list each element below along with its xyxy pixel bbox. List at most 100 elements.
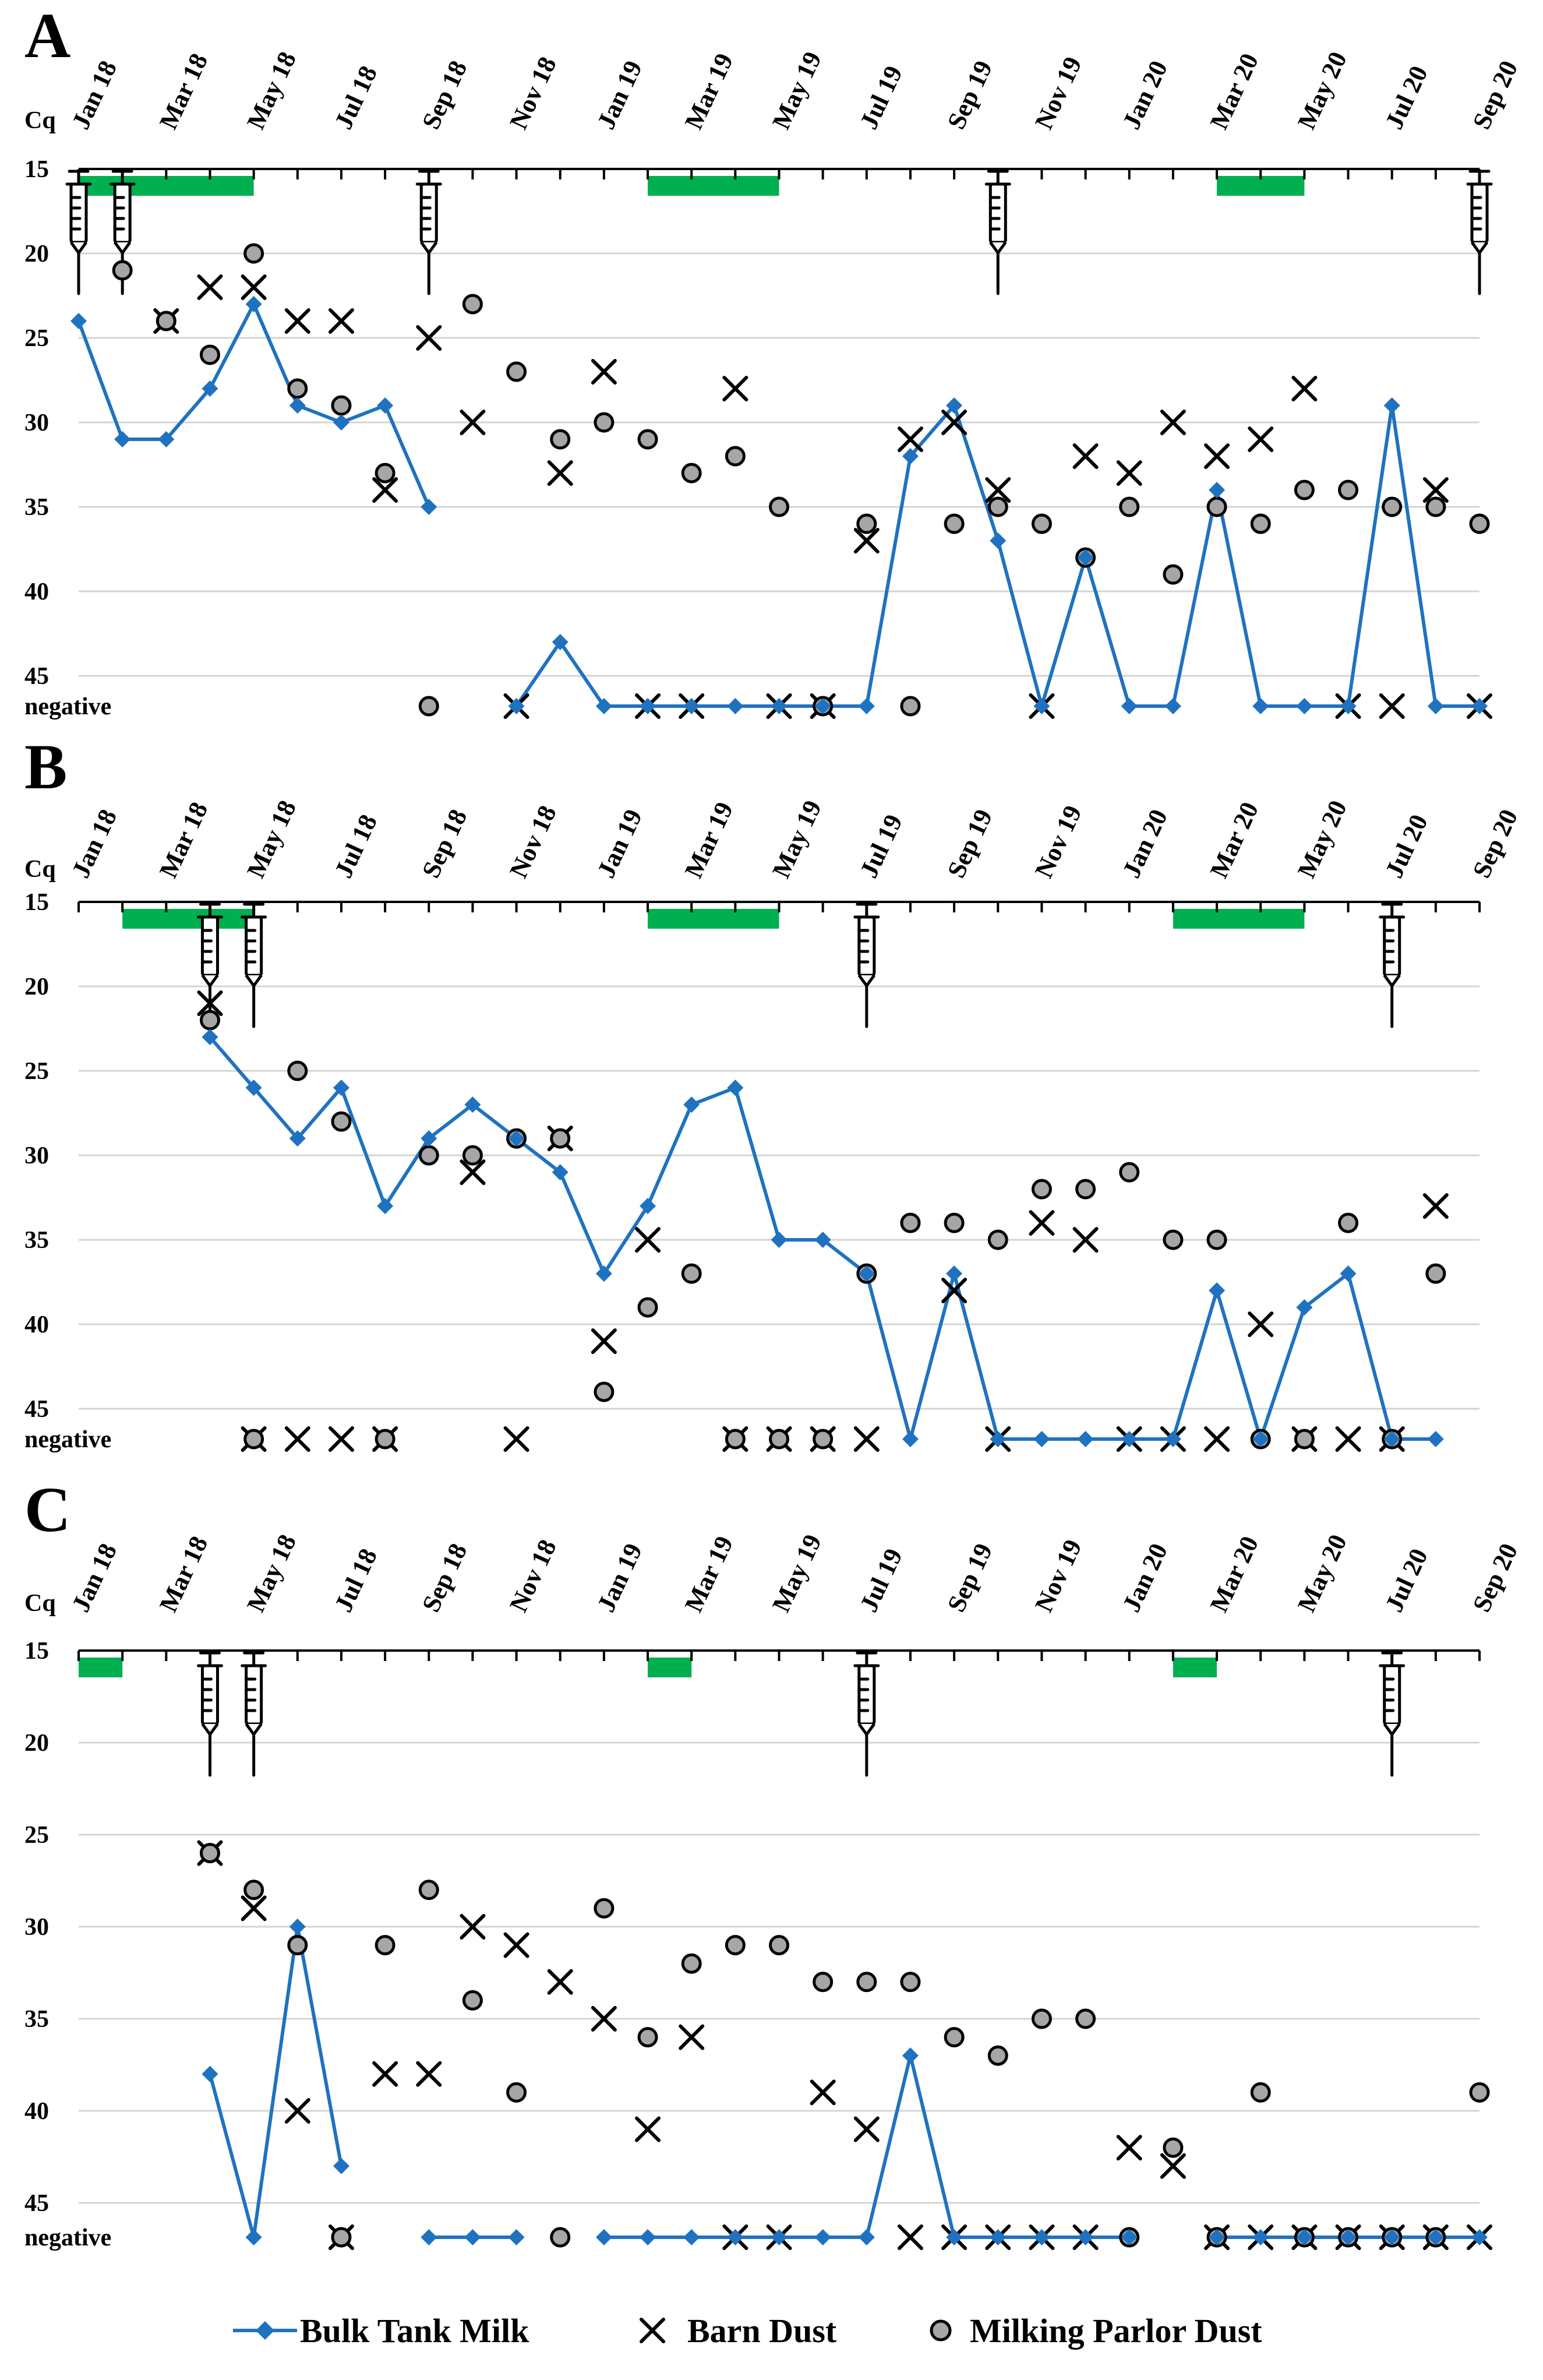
bulk-tank-milk-point	[771, 1232, 788, 1248]
milking-parlor-dust-point	[1425, 1263, 1446, 1284]
panel-letter: B	[24, 731, 67, 802]
x-tick-label: Mar 19	[679, 1532, 739, 1616]
milking-parlor-dust-point	[550, 429, 571, 450]
milking-parlor-dust-point	[462, 1145, 483, 1166]
barn-dust-stroke	[810, 2079, 836, 2106]
y-tick-label: negative	[24, 693, 111, 720]
barn-dust-stroke	[722, 376, 748, 401]
barn-dust-stroke	[241, 274, 267, 300]
bulk-tank-milk-point	[70, 313, 87, 329]
barn-dust-point	[810, 2079, 836, 2106]
pasture-period-bar	[79, 1658, 123, 1677]
bulk-tank-milk-point	[946, 397, 963, 414]
x-tick-label: May 18	[241, 1530, 302, 1616]
bulk-tank-milk-point	[814, 698, 831, 714]
chart-panel-c: C Cq 15 20 25 30 35 40 45 negative Jan 18 Mar 18 May…	[24, 1474, 1523, 2251]
milking-parlor-dust-point	[987, 1229, 1008, 1250]
bulk-tank-milk-point	[552, 1164, 569, 1180]
barn-dust-stroke	[1072, 443, 1099, 469]
barn-dust-stroke	[591, 1328, 617, 1354]
milking-parlor-dust-point	[725, 1935, 746, 1956]
bulk-tank-milk-point	[1252, 2229, 1269, 2245]
x-tick-label: Mar 20	[1205, 1532, 1264, 1616]
milking-parlor-dust-point	[375, 463, 396, 484]
bulk-tank-milk-point	[1121, 2229, 1138, 2245]
syringe-icon	[853, 902, 880, 1028]
legend-parlor-label: Milking Parlor Dust	[970, 2312, 1262, 2350]
syringe-barrel	[419, 182, 438, 244]
milking-parlor-dust-point	[550, 1128, 571, 1149]
milking-parlor-dust-point	[375, 1429, 396, 1450]
y-tick-label: 40	[24, 1311, 49, 1338]
bulk-tank-milk-point	[771, 2229, 788, 2245]
x-tick-label: Jul 20	[1379, 810, 1433, 882]
y-tick-label: 15	[24, 156, 49, 183]
bulk-tank-milk-point	[640, 698, 656, 714]
bulk-tank-milk-point	[1209, 482, 1226, 498]
milking-parlor-dust-point	[681, 1953, 702, 1974]
barn-dust-point	[1160, 2153, 1186, 2179]
bulk-tank-milk-point	[683, 698, 700, 714]
barn-dust-point	[328, 308, 354, 334]
bulk-tank-milk-point	[990, 1431, 1007, 1447]
milking-parlor-dust-point	[725, 446, 746, 467]
barn-dust-point	[503, 1426, 529, 1452]
syringe-icon	[65, 170, 92, 295]
bulk-tank-milk-point	[202, 380, 218, 397]
barn-dust-stroke	[1291, 376, 1318, 401]
bulk-tank-milk-point	[1340, 1265, 1357, 1282]
milking-parlor-dust-point	[287, 1935, 308, 1956]
bulk-tank-milk-point	[1296, 1299, 1313, 1316]
bulk-tank-milk-point	[595, 1265, 612, 1282]
bulk-tank-milk-point	[858, 698, 875, 714]
y-tick-label: 45	[24, 663, 49, 690]
barn-dust-point	[460, 1159, 486, 1185]
barn-dust-stroke	[1204, 1426, 1230, 1452]
bulk-tank-milk-point	[1164, 698, 1181, 714]
x-tick-label: Sep 19	[942, 805, 998, 883]
barn-dust-point	[284, 308, 310, 334]
barn-dust-point	[1029, 1210, 1055, 1236]
x-tick-label: Nov 18	[504, 1535, 562, 1616]
legend-barn-label: Barn Dust	[687, 2312, 837, 2350]
bulk-tank-milk-point	[333, 414, 349, 431]
syringe-hub	[857, 1723, 875, 1737]
barn-dust-stroke	[679, 2024, 705, 2050]
syringe-icon	[196, 902, 223, 1028]
barn-dust-point	[241, 1895, 267, 1921]
barn-dust-stroke	[635, 1227, 661, 1253]
bulk-tank-milk-point	[771, 698, 788, 714]
bulk-tank-milk-point	[421, 499, 437, 515]
barn-dust-stroke	[1335, 1426, 1361, 1452]
syringe-hub	[1383, 1723, 1401, 1737]
milking-parlor-dust-point	[987, 2045, 1008, 2066]
barn-dust-point	[328, 1426, 354, 1452]
milking-parlor-dust-point	[769, 1935, 789, 1956]
x-tick-label: Jan 19	[592, 805, 648, 883]
x-tick-label: May 18	[241, 47, 302, 133]
syringe-barrel	[200, 1664, 219, 1726]
bulk-tank-milk-point	[245, 296, 262, 312]
y-tick-label: 40	[24, 2098, 49, 2125]
milking-parlor-dust-point	[418, 696, 439, 717]
syringe-hub	[201, 974, 219, 989]
barn-dust-stroke	[460, 1159, 486, 1185]
syringe-icon	[1379, 1651, 1406, 1777]
y-tick-label: 25	[24, 325, 49, 352]
milking-parlor-dust-point	[331, 395, 352, 416]
milking-parlor-dust-point	[243, 1880, 264, 1901]
milking-parlor-dust-point	[287, 378, 308, 399]
bulk-tank-milk-point	[1383, 1431, 1400, 1447]
bulk-tank-milk-point	[1077, 1431, 1094, 1447]
milking-parlor-dust-point	[506, 361, 527, 382]
bulk-tank-milk-point	[1033, 698, 1050, 714]
bulk-tank-milk-point	[946, 1265, 963, 1282]
milking-parlor-dust-point	[331, 1111, 352, 1132]
x-tick-label: Jul 19	[854, 1544, 908, 1616]
x-tick-label: Mar 19	[679, 798, 739, 882]
y-tick-label: 30	[24, 410, 49, 436]
x-tick-label: Mar 20	[1205, 49, 1264, 133]
bulk-tank-milk-point	[1209, 1282, 1226, 1299]
x-tick-label: Jan 19	[592, 57, 648, 134]
milking-parlor-dust-point	[1294, 1429, 1315, 1450]
